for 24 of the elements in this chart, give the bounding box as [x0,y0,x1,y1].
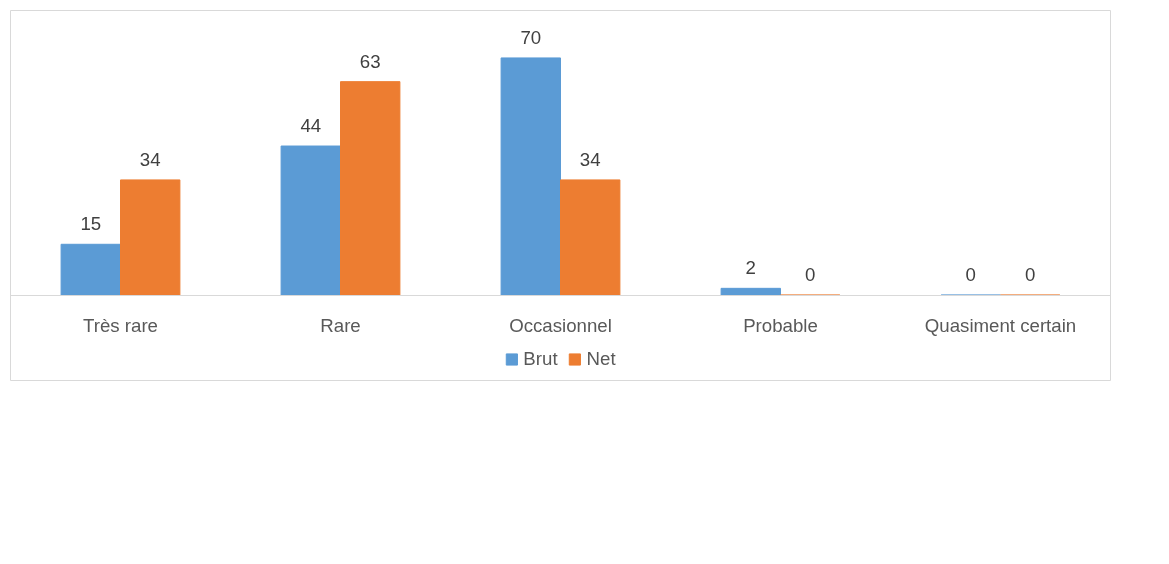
legend-label: Brut [523,348,558,370]
data-label: 34 [139,148,161,170]
bar [720,287,781,296]
bar [280,145,341,296]
x-tick-label: Occasionnel [509,315,612,337]
x-tick-label: Très rare [83,315,158,337]
data-label: 2 [745,257,756,279]
data-label: 34 [579,148,601,170]
data-label: 44 [300,115,322,137]
data-label: 15 [80,213,102,235]
bar [120,179,181,296]
data-label: 63 [359,50,381,72]
x-tick-label: Rare [320,315,361,337]
bar [560,179,621,296]
data-label: 70 [520,26,542,48]
x-tick-label: Probable [743,315,818,337]
bar [60,243,121,296]
x-tick-label: Quasiment certain [924,315,1077,337]
bar [500,57,561,296]
data-label: 0 [965,264,976,286]
data-label: 0 [1025,264,1036,286]
bar [340,81,401,296]
data-label: 0 [805,264,816,286]
legend-label: Net [586,348,616,370]
